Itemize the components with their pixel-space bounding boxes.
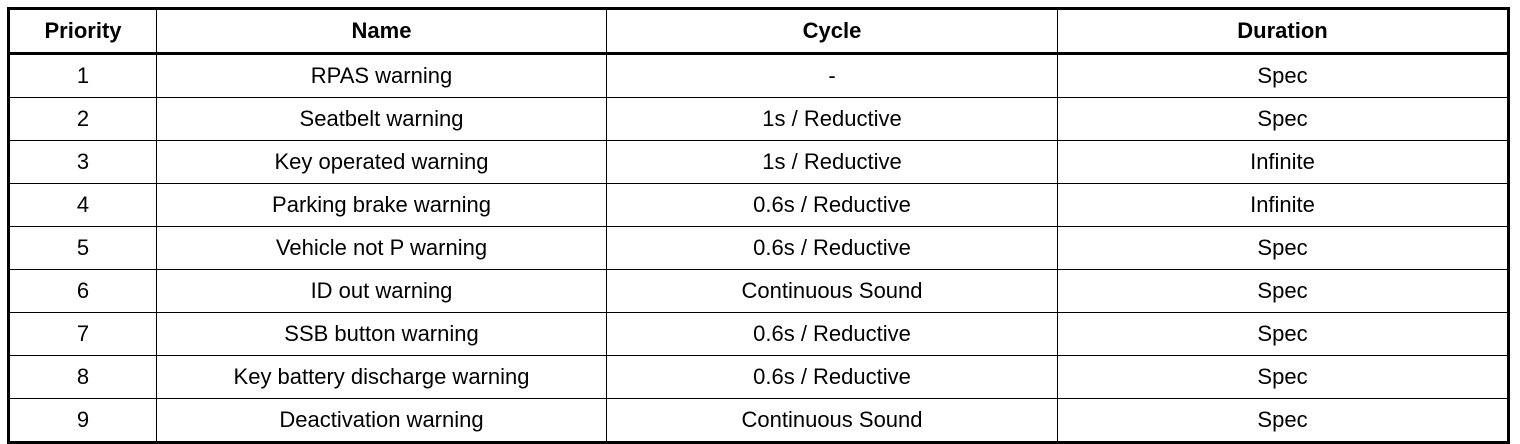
table-row: 2 Seatbelt warning 1s / Reductive Spec [8,97,1509,141]
table-cell: 8 [8,355,157,399]
table-cell: Key battery discharge warning [156,355,607,399]
header-row: Priority Name Cycle Duration [8,8,1509,55]
table-cell: Spec [1057,226,1509,270]
table-row: 3 Key operated warning 1s / Reductive Infin… [8,140,1509,184]
table-cell: 4 [8,183,157,227]
table-cell: 0.6s / Reductive [606,355,1058,399]
table-cell: 0.6s / Reductive [606,183,1058,227]
table-cell: Parking brake warning [156,183,607,227]
header-cell: Duration [1057,8,1509,55]
table-cell: Spec [1057,312,1509,356]
table-cell: Spec [1057,53,1509,98]
table-cell: 0.6s / Reductive [606,226,1058,270]
table-cell: SSB button warning [156,312,607,356]
header-cell: Name [156,8,607,55]
table-cell: Infinite [1057,140,1509,184]
header-cell: Cycle [606,8,1058,55]
table-cell: 2 [8,97,157,141]
table-cell: RPAS warning [156,53,607,98]
table-cell: 6 [8,269,157,313]
warning-table: Priority Name Cycle Duration 1 RPAS warning -… [7,7,1510,444]
header-cell: Priority [8,8,157,55]
table-body: 1 RPAS warning - Spec 2 Seatbelt warning 1s / … [8,53,1509,443]
table-cell: 1 [8,53,157,98]
table-row: 6 ID out warning Continuous Sound Spec [8,269,1509,313]
table-cell: Continuous Sound [606,269,1058,313]
table-row: 8 Key battery discharge warning 0.6s / Red… [8,355,1509,399]
table-cell: 7 [8,312,157,356]
table-row: 1 RPAS warning - Spec [8,53,1509,98]
table-cell: Spec [1057,269,1509,313]
table-cell: Spec [1057,355,1509,399]
table-cell: 1s / Reductive [606,97,1058,141]
table-cell: 3 [8,140,157,184]
table-cell: ID out warning [156,269,607,313]
table-cell: Infinite [1057,183,1509,227]
table-cell: 0.6s / Reductive [606,312,1058,356]
table-row: 7 SSB button warning 0.6s / Reductive Spec [8,312,1509,356]
table-row: 4 Parking brake warning 0.6s / Reductive In… [8,183,1509,227]
table-row: 5 Vehicle not P warning 0.6s / Reductive Sp… [8,226,1509,270]
table-cell: Key operated warning [156,140,607,184]
table-cell: Vehicle not P warning [156,226,607,270]
table-cell: - [606,53,1058,98]
table-cell: 5 [8,226,157,270]
table-cell: 1s / Reductive [606,140,1058,184]
table-cell: Seatbelt warning [156,97,607,141]
table-cell: Spec [1057,97,1509,141]
